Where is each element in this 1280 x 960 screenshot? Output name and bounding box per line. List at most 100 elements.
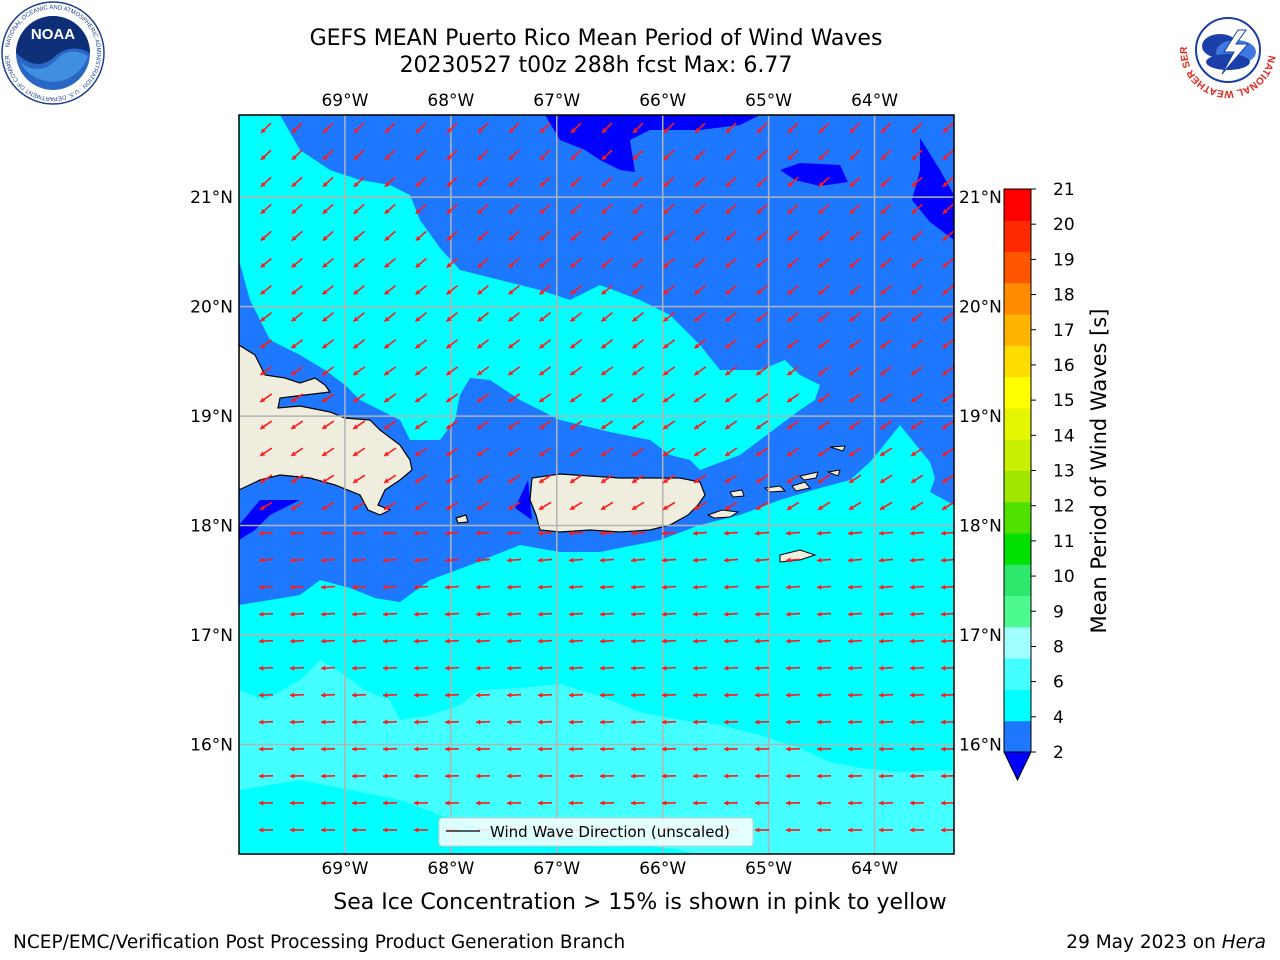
wave-direction-arrow: [692, 557, 708, 563]
wave-direction-arrow: [849, 149, 861, 161]
wave-direction-arrow: [940, 557, 954, 563]
wave-direction-arrow: [974, 231, 985, 240]
wave-direction-arrow: [972, 666, 986, 671]
contour-under-2s-ne: [912, 138, 954, 240]
wave-direction-arrow: [413, 530, 429, 536]
wave-direction-arrow: [661, 584, 677, 590]
wave-direction-arrow: [258, 530, 274, 536]
wave-direction-arrow: [631, 420, 645, 430]
wave-direction-arrow: [322, 312, 334, 322]
wave-direction-arrow: [414, 447, 428, 457]
wave-direction-arrow: [630, 557, 646, 563]
wave-direction-arrow: [599, 800, 615, 806]
wave-direction-arrow: [693, 854, 707, 859]
wave-direction-arrow: [848, 447, 862, 457]
lon-tick-labels-bottom: 69°W 68°W 67°W 66°W 65°W 64°W: [321, 859, 898, 879]
wave-direction-arrow: [570, 312, 582, 322]
wave-direction-arrow: [414, 474, 428, 484]
contour-under-2s-east: [780, 163, 848, 186]
lon-tick-label-top: 64°W: [851, 91, 898, 111]
wave-direction-arrow: [384, 312, 396, 322]
wave-direction-arrow: [476, 854, 490, 859]
wave-direction-arrow: [911, 284, 923, 296]
wave-direction-arrow: [601, 257, 613, 269]
wave-direction-arrow: [383, 854, 397, 859]
lat-tick-label-right: 17°N: [959, 626, 1002, 646]
wave-direction-arrow: [258, 557, 274, 563]
wave-direction-arrow: [415, 203, 427, 215]
land-culebra: [729, 489, 745, 498]
wave-direction-arrow: [974, 259, 985, 268]
wave-direction-arrow: [849, 257, 861, 269]
wave-direction-arrow: [259, 366, 273, 376]
colorbar-tick-label: 17: [1053, 321, 1075, 341]
wave-direction-arrow: [725, 257, 737, 269]
land-tortola: [799, 471, 819, 481]
colorbar-swatch: [1004, 689, 1031, 722]
wave-direction-arrow: [415, 257, 427, 269]
wave-direction-arrow: [849, 176, 861, 188]
wave-direction-arrow: [723, 638, 739, 644]
wave-direction-arrow: [259, 393, 273, 403]
wave-direction-arrow: [599, 557, 615, 563]
wave-direction-arrow: [785, 584, 801, 590]
lat-tick-labels-left: 21°N 20°N 19°N 18°N 17°N 16°N: [190, 188, 233, 755]
wave-direction-arrow: [414, 366, 428, 376]
wave-direction-arrow: [538, 393, 552, 403]
noaa-logo: NOAA NATIONAL OCEANIC AND ATMOSPHERIC AD…: [0, 0, 105, 105]
wave-direction-arrow: [320, 665, 336, 671]
wave-direction-arrow: [972, 720, 986, 725]
wave-direction-arrow: [663, 176, 675, 188]
wave-direction-arrow: [383, 393, 397, 403]
sea-ice-note: Sea Ice Concentration > 15% is shown in …: [333, 890, 947, 915]
wave-direction-arrow: [787, 284, 799, 296]
wave-direction-arrow: [382, 773, 398, 779]
wave-direction-arrow: [507, 393, 521, 403]
wave-direction-arrow: [972, 800, 986, 805]
wave-direction-arrow: [352, 339, 366, 349]
wave-direction-arrow: [754, 800, 770, 806]
colorbar-swatch: [1004, 595, 1031, 628]
wave-direction-arrow: [291, 176, 303, 188]
wave-direction-arrow: [320, 611, 336, 617]
colorbar-swatch: [1004, 376, 1031, 409]
wave-direction-arrow: [414, 339, 428, 349]
wave-direction-arrow: [382, 638, 398, 644]
wave-direction-arrow: [353, 176, 365, 188]
lat-tick-label-left: 19°N: [190, 407, 233, 427]
wave-direction-arrow: [538, 420, 552, 430]
wave-direction-arrow: [599, 638, 615, 644]
wave-direction-arrow: [942, 312, 954, 322]
wave-direction-arrow: [413, 692, 429, 698]
colorbar-swatch: [1004, 658, 1031, 690]
wave-direction-arrow: [601, 230, 613, 242]
wave-direction-arrow: [537, 746, 553, 752]
wave-direction-arrow: [785, 800, 801, 806]
contour-under-2s-north: [545, 115, 760, 172]
wave-direction-arrow: [787, 176, 799, 188]
wave-direction-arrow: [941, 474, 954, 484]
wave-direction-arrow: [878, 611, 894, 617]
wave-direction-arrow: [351, 827, 367, 833]
wave-direction-arrow: [537, 557, 553, 563]
wave-direction-arrow: [816, 800, 832, 806]
wave-direction-arrow: [444, 746, 460, 752]
wave-direction-arrow: [787, 122, 799, 134]
wave-direction-arrow: [754, 773, 770, 779]
wave-direction-arrow: [599, 584, 615, 590]
wave-direction-arrow: [817, 447, 831, 457]
wave-direction-arrow: [818, 230, 830, 242]
wave-direction-arrow: [755, 339, 769, 349]
wave-direction-arrow: [413, 773, 429, 779]
wave-direction-arrow: [661, 746, 677, 752]
wave-direction-arrow: [383, 339, 397, 349]
wave-direction-arrow: [878, 719, 894, 725]
map-legend: Wind Wave Direction (unscaled): [438, 817, 754, 847]
wave-direction-arrow: [508, 284, 520, 296]
wave-direction-arrow: [816, 584, 832, 590]
contour-under-2s-pr-west: [515, 480, 532, 520]
wave-direction-arrow: [909, 557, 925, 563]
wave-direction-arrow: [630, 773, 646, 779]
wave-direction-arrow: [663, 122, 675, 134]
wave-direction-arrow: [321, 420, 335, 430]
